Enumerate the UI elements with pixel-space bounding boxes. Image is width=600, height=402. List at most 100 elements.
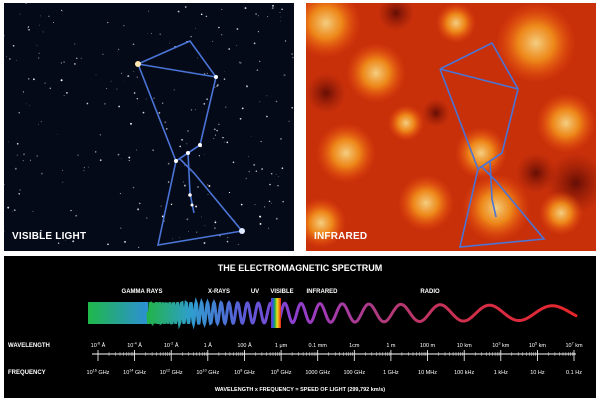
background-star: [203, 103, 206, 105]
frequency-tick-labels: 1016 GHz 1014 GHz 1012 GHz 1010 GHz 108 GHz 1…: [87, 369, 583, 377]
background-star: [63, 95, 65, 96]
background-star: [203, 73, 206, 75]
background-star: [280, 138, 282, 140]
background-star: [12, 44, 15, 47]
background-star: [120, 158, 122, 160]
background-star: [36, 45, 38, 46]
background-star: [88, 166, 89, 168]
background-star: [281, 8, 283, 11]
frequency-tick-label: 0.1 Hz: [566, 370, 582, 376]
background-star: [267, 227, 270, 229]
wavelength-tick-labels: 10-6 Å 10-4 Å 10-2 Å 1 Å 100 Å 1 μm 0.1 mm 1cm 1…: [91, 342, 583, 350]
background-star: [197, 186, 199, 188]
background-star: [26, 29, 28, 31]
background-star: [291, 107, 293, 109]
background-star: [75, 214, 78, 217]
background-star: [200, 13, 203, 16]
background-star: [40, 172, 43, 175]
background-star: [222, 136, 224, 139]
background-star: [83, 167, 85, 169]
background-star: [130, 122, 132, 125]
background-star: [137, 208, 140, 211]
background-star: [256, 69, 259, 71]
background-star: [74, 63, 76, 65]
background-star: [16, 142, 19, 145]
constellation-lines-belt: [137, 63, 201, 163]
background-star: [64, 239, 66, 241]
background-star: [80, 57, 82, 59]
background-star: [48, 15, 50, 17]
background-star: [228, 191, 231, 194]
background-star: [217, 84, 219, 86]
background-star: [253, 42, 256, 45]
background-star: [23, 153, 25, 156]
background-star: [116, 88, 118, 90]
visible-band-rainbow: [271, 298, 281, 328]
belt-star: [174, 159, 178, 163]
background-star: [95, 151, 97, 153]
background-star: [160, 205, 162, 207]
background-star: [138, 202, 141, 205]
background-star: [38, 124, 39, 125]
background-star: [7, 206, 10, 209]
band-label-radio: RADIO: [420, 289, 440, 295]
background-star: [49, 87, 52, 90]
constellation-lines-shoulders: [137, 63, 217, 78]
glowing-dust-patch: [496, 3, 576, 83]
glowing-dust-patch: [398, 175, 454, 231]
background-star: [196, 231, 198, 233]
background-star: [190, 109, 193, 111]
background-star: [183, 184, 186, 187]
frequency-tick-label: 106 GHz: [271, 369, 292, 377]
background-star: [123, 80, 125, 82]
background-star: [36, 155, 39, 157]
background-star: [283, 74, 286, 77]
background-star: [7, 141, 9, 143]
background-star: [190, 35, 192, 38]
frequency-tick-label: 100 kHz: [454, 370, 474, 376]
dark-dust-patch: [516, 153, 556, 193]
background-star: [266, 115, 268, 118]
infrared-sky-art: [306, 3, 596, 251]
background-star: [275, 174, 277, 175]
background-star: [132, 43, 135, 45]
background-star: [284, 40, 287, 42]
glowing-dust-patch: [388, 105, 424, 141]
background-star: [269, 183, 271, 186]
background-star: [117, 153, 120, 156]
background-star: [259, 215, 262, 218]
background-star: [95, 74, 97, 76]
background-star: [4, 230, 5, 232]
background-star: [248, 156, 249, 157]
background-star: [179, 145, 182, 148]
background-star: [279, 12, 281, 13]
background-star: [281, 167, 284, 170]
background-star: [159, 33, 161, 35]
background-star: [272, 4, 274, 7]
wavelength-tick-label: 1 m: [386, 343, 396, 349]
background-star: [28, 28, 30, 31]
background-star: [127, 75, 130, 78]
background-star: [42, 31, 44, 33]
wavelength-tick-label: 10-6 Å: [91, 342, 106, 350]
background-star: [57, 134, 59, 135]
background-star: [136, 149, 138, 151]
background-star: [214, 134, 217, 136]
background-star: [236, 45, 238, 46]
bellatrix-star: [214, 75, 218, 79]
background-star: [106, 88, 108, 89]
background-star: [172, 238, 174, 240]
background-star: [169, 42, 171, 44]
background-star: [257, 31, 259, 33]
background-star: [60, 9, 63, 12]
background-star: [288, 120, 290, 122]
background-star: [4, 35, 5, 37]
glowing-dust-patch: [306, 198, 346, 248]
background-star: [128, 156, 131, 159]
background-star: [83, 169, 85, 172]
background-star: [39, 24, 40, 26]
background-star: [40, 121, 42, 123]
frequency-tick-label: 1012 GHz: [160, 369, 183, 377]
background-star: [72, 240, 75, 243]
spectrum-svg: THE ELECTROMAGNETIC SPECTRUM GAMMA RAYS …: [8, 263, 583, 393]
